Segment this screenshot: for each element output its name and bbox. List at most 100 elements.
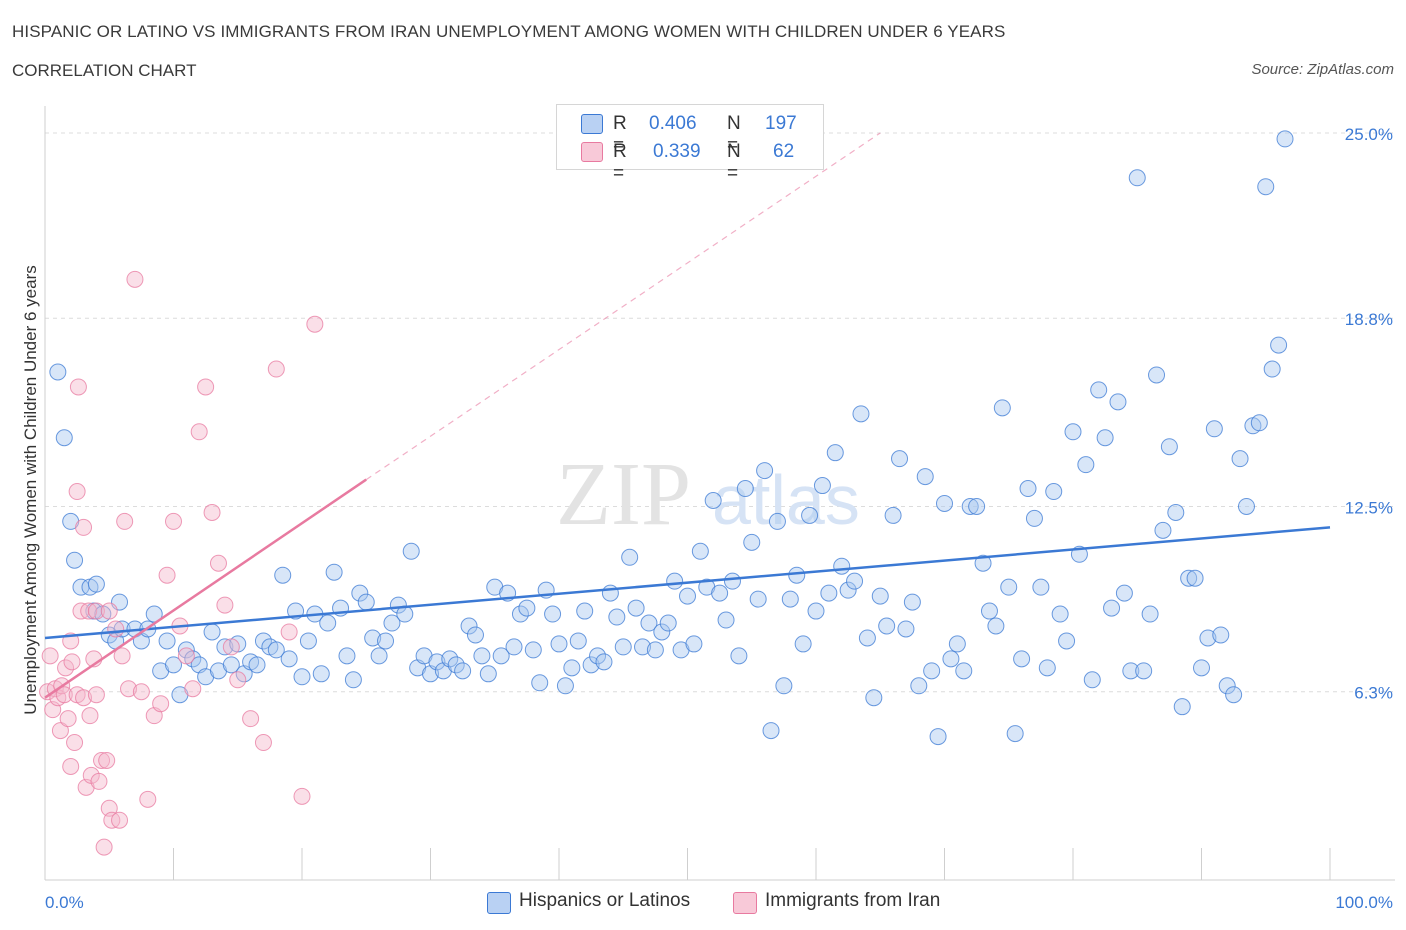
data-point xyxy=(1205,420,1223,438)
data-point xyxy=(556,677,574,695)
data-point xyxy=(820,584,838,602)
data-point xyxy=(248,656,266,674)
data-point xyxy=(1064,423,1082,441)
data-point xyxy=(653,623,671,641)
data-point xyxy=(216,638,234,656)
series-iran xyxy=(39,270,324,856)
data-point xyxy=(267,641,285,659)
data-point xyxy=(1148,366,1166,384)
data-point xyxy=(1122,662,1140,680)
data-point xyxy=(582,656,600,674)
data-point xyxy=(466,626,484,644)
data-point xyxy=(293,668,311,686)
data-point xyxy=(242,710,260,728)
data-point xyxy=(267,360,285,378)
data-point xyxy=(685,635,703,653)
data-point xyxy=(1083,671,1101,689)
data-point xyxy=(505,638,523,656)
data-point xyxy=(51,722,69,740)
data-point xyxy=(807,602,825,620)
data-point xyxy=(839,581,857,599)
data-point xyxy=(974,554,992,572)
chart-subtitle: CORRELATION CHART xyxy=(12,61,197,80)
data-point xyxy=(55,686,73,704)
data-point xyxy=(608,608,626,626)
data-point xyxy=(57,659,75,677)
data-point xyxy=(942,650,960,668)
legend-r-label: R = xyxy=(613,141,627,184)
data-point xyxy=(177,647,195,665)
legend-n-value: 62 xyxy=(773,141,795,162)
data-point xyxy=(229,671,247,689)
data-point xyxy=(1218,677,1236,695)
data-point xyxy=(68,483,86,501)
data-point xyxy=(351,584,369,602)
data-point xyxy=(383,614,401,632)
data-point xyxy=(377,632,395,650)
data-point xyxy=(1141,605,1159,623)
data-point xyxy=(428,653,446,671)
data-point xyxy=(1103,599,1121,617)
data-point xyxy=(254,632,272,650)
data-point xyxy=(1000,578,1018,596)
watermark-atlas: atlas xyxy=(712,461,860,539)
trend-line-hispanic xyxy=(44,526,1331,640)
x-tick-label: 100.0% xyxy=(1335,893,1393,912)
data-point xyxy=(646,641,664,659)
data-point xyxy=(749,590,767,608)
data-point xyxy=(93,751,111,769)
legend-n-value: 197 xyxy=(765,113,797,134)
legend-label-iran: Immigrants from Iran xyxy=(765,890,941,911)
data-point xyxy=(1077,456,1095,474)
data-point xyxy=(968,497,986,515)
data-point xyxy=(1173,698,1191,716)
data-point xyxy=(312,665,330,683)
data-point xyxy=(1225,686,1243,704)
data-point xyxy=(75,689,93,707)
y-axis-label: Unemployment Among Women with Children U… xyxy=(21,265,40,714)
data-point xyxy=(81,707,99,725)
data-point xyxy=(116,512,134,530)
legend-r-value: 0.339 xyxy=(653,141,701,162)
data-point xyxy=(531,674,549,692)
data-point xyxy=(640,614,658,632)
source-label: Source: ZipAtlas.com xyxy=(1251,61,1394,78)
data-point xyxy=(1270,336,1288,354)
data-point xyxy=(621,548,639,566)
data-point xyxy=(222,656,240,674)
data-point xyxy=(929,728,947,746)
data-point xyxy=(165,512,182,530)
data-point xyxy=(113,620,131,638)
data-point xyxy=(293,787,311,805)
data-point xyxy=(306,315,324,333)
data-point xyxy=(197,378,215,396)
data-point xyxy=(1160,438,1178,456)
data-point xyxy=(460,617,478,635)
data-point xyxy=(1045,483,1063,501)
data-point xyxy=(1128,169,1146,187)
data-point xyxy=(1193,659,1210,677)
data-point xyxy=(1115,584,1133,602)
data-point xyxy=(1013,650,1031,668)
data-point xyxy=(63,653,81,671)
data-point xyxy=(1167,503,1185,521)
correlation-legend: R = 0.406 N = 197 R = 0.339 N = 62 xyxy=(556,104,824,184)
data-point xyxy=(518,599,536,617)
y-tick-label: 25.0% xyxy=(1345,125,1393,144)
data-point xyxy=(1135,662,1153,680)
data-point xyxy=(768,512,786,530)
data-point xyxy=(1186,569,1204,587)
data-point xyxy=(69,378,87,396)
data-point xyxy=(775,677,793,695)
data-point xyxy=(87,575,105,593)
data-point xyxy=(95,838,113,856)
data-point xyxy=(479,665,497,683)
data-point xyxy=(550,635,568,653)
data-point xyxy=(878,617,896,635)
trend-line-iran-extension xyxy=(365,132,881,481)
data-point xyxy=(1038,659,1056,677)
watermark-zip: ZIP xyxy=(556,445,691,544)
data-point xyxy=(319,614,337,632)
data-point xyxy=(66,551,84,569)
data-point xyxy=(1032,578,1050,596)
